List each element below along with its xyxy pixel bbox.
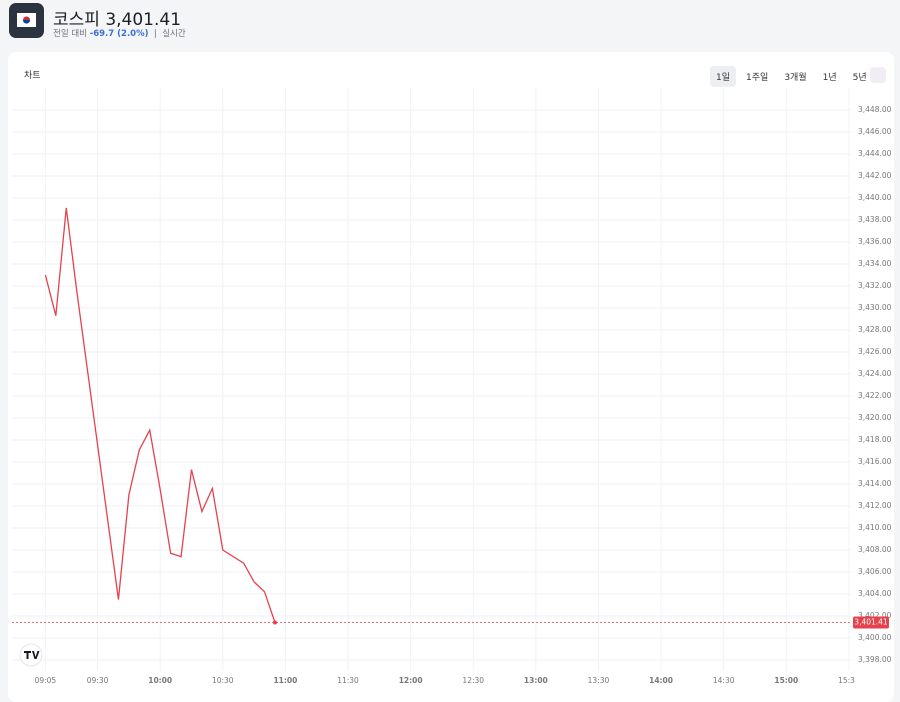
change-label: 전일 대비 [53,29,87,39]
x-tick-label: 14:00 [649,676,673,685]
x-tick-label: 10:00 [148,676,172,685]
y-tick-label: 3,414.00 [858,479,892,488]
y-tick-label: 3,420.00 [858,413,892,422]
y-tick-label: 3,440.00 [858,193,892,202]
y-tick-label: 3,410.00 [858,523,892,532]
x-tick-label: 09:30 [87,676,109,685]
last-point [272,620,277,625]
separator: | [153,29,157,39]
last-price-box [853,616,889,629]
x-tick-label: 12:30 [462,676,484,685]
range-tab[interactable]: 5년 [852,73,867,83]
tradingview-logo [19,643,43,667]
y-tick-label: 3,448.00 [858,105,892,114]
draw-tool[interactable] [870,67,886,83]
y-tick-label: 3,426.00 [858,347,892,356]
change: -69.7 (2.0%) [89,29,149,39]
x-tick-label: 10:30 [212,676,234,685]
x-tick-label: 13:00 [524,676,548,685]
x-tick-label: 15:00 [774,676,798,685]
index-name: 코스피 [53,10,100,30]
x-tick-label: 15:30 [838,676,860,685]
y-tick-label: 3,398.00 [858,655,892,664]
y-tick-label: 3,438.00 [858,215,892,224]
plot: 09:05 09:30 10:00 10:30 11:00 11:30 12:00 12:30… [12,88,860,685]
x-tick-label: 14:30 [713,676,735,685]
y-tick-label: 3,428.00 [858,325,892,334]
last-price-label: 3,401.41 [854,617,888,626]
y-tick-label: 3,406.00 [858,567,892,576]
range-tab[interactable]: 3개월 [784,73,807,83]
y-tick-label: 3,436.00 [858,237,892,246]
y-tick-label: 3,422.00 [858,391,892,400]
range-tab[interactable]: 1년 [822,73,837,83]
subtitle: 전일 대비 -69.7 (2.0%) | 실시간 [53,27,186,39]
status: 실시간 [162,29,186,39]
y-tick-label: 3,404.00 [858,589,892,598]
y-tick-label: 3,432.00 [858,281,892,290]
title-row: 코스피 3,401.41 [53,5,181,30]
panel-title: 차트 [24,71,41,81]
y-tick-label: 3,424.00 [858,369,892,378]
flag [17,13,36,27]
x-tick-label: 11:00 [273,676,297,685]
range-tab[interactable]: 1일 [710,66,737,87]
range-tabs: 1일 1주일 3개월 1년 5년 [710,66,873,87]
range-tab[interactable]: 1주일 [746,73,769,83]
y-tick-label: 3,430.00 [858,303,892,312]
x-tick-label: 12:00 [399,676,423,685]
y-tick-label: 3,400.00 [858,633,892,642]
y-tick-label: 3,412.00 [858,501,892,510]
y-tick-label: 3,416.00 [858,457,892,466]
x-tick-label: 11:30 [337,676,359,685]
y-tick-label: 3,402.00 [858,611,892,620]
x-tick-label: 13:30 [588,676,610,685]
y-tick-label: 3,446.00 [858,127,892,136]
y-tick-label: 3,418.00 [858,435,892,444]
index-price: 3,401.41 [105,10,182,30]
y-tick-label: 3,408.00 [858,545,892,554]
flag-icon [9,3,44,38]
y-tick-label: 3,442.00 [858,171,892,180]
price-line [44,207,276,623]
x-tick-label: 09:05 [35,676,57,685]
y-tick-label: 3,444.00 [858,149,892,158]
y-tick-label: 3,434.00 [858,259,892,268]
